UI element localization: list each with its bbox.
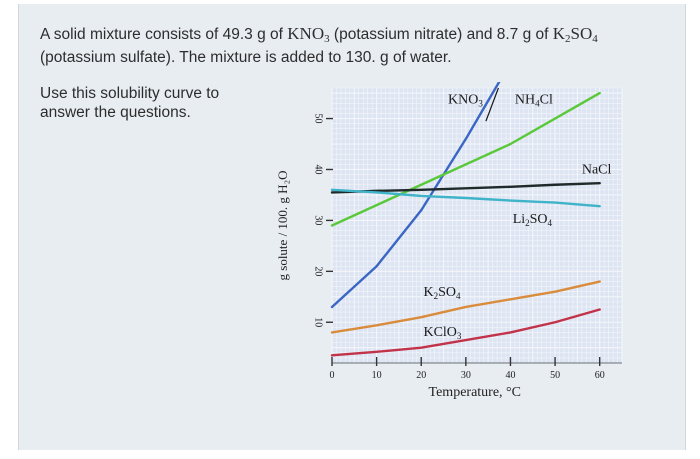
plot-grid xyxy=(331,87,623,364)
k2so4-formula: K2SO4 xyxy=(552,24,598,45)
series-label: Li2SO4 xyxy=(513,212,553,228)
series-label-subscript: 3 xyxy=(478,98,483,108)
series-label-part: NH xyxy=(515,92,535,107)
kno3-formula-subscript: 3 xyxy=(324,33,330,45)
x-axis-label: Temperature, °C xyxy=(429,385,521,400)
series-label-subscript: 2 xyxy=(434,291,439,301)
series-label-part: NaCl xyxy=(582,163,612,178)
y-axis-tick-label: 30 xyxy=(313,215,324,225)
kno3-formula: KNO3 xyxy=(287,24,330,45)
series-label-part: Li xyxy=(513,212,526,227)
solubility-chart: 0 10 20 30 40 50 60 10 20 30 40 50 Temperature, °C g … xyxy=(270,61,640,412)
series-label-part: KNO xyxy=(448,92,478,107)
x-axis-tick-label: 60 xyxy=(595,370,605,381)
series-label: NH4Cl xyxy=(515,92,553,108)
x-axis-tick-label: 10 xyxy=(372,370,382,381)
x-axis-tick-label: 40 xyxy=(505,370,515,381)
x-axis-tick-label: 50 xyxy=(550,370,560,381)
y-axis-tick-label: 40 xyxy=(313,164,324,174)
label-leader-line xyxy=(485,87,499,122)
series-label-subscript: 4 xyxy=(456,291,461,301)
series-label-subscript: 2 xyxy=(525,218,530,228)
kno3-formula-base: KNO xyxy=(287,24,325,43)
question-text-part: (potassium sulfate). The mixture is adde… xyxy=(40,49,452,66)
series-line xyxy=(330,280,601,334)
series-label: K2SO4 xyxy=(423,285,461,301)
series-label: NaCl xyxy=(582,163,612,178)
solubility-chart-svg: 0 10 20 30 40 50 60 10 20 30 40 50 Temperature, °C g … xyxy=(275,61,623,400)
series-label-part: SO xyxy=(438,285,456,300)
instruction-text: Use this solubility curve to answer the … xyxy=(40,85,220,121)
y-axis-tick-label: 20 xyxy=(313,266,324,276)
y-axis-label: g solute / 100. g H₂O xyxy=(275,171,290,281)
series-label: KClO3 xyxy=(423,325,461,341)
series-label: KNO3 xyxy=(448,92,483,108)
series-line xyxy=(330,91,601,227)
k2so4-formula-subscript: 4 xyxy=(592,33,598,45)
k2so4-formula-so: SO xyxy=(570,24,593,43)
series-label-subscript: 4 xyxy=(548,218,553,228)
question-text-part: A solid mixture consists of 49.3 g of xyxy=(40,26,288,43)
x-axis-tick-label: 20 xyxy=(416,370,426,381)
x-axis-tick-label: 30 xyxy=(461,370,471,381)
x-axis-tick-label: 0 xyxy=(330,370,335,381)
series-label-part: K xyxy=(423,285,433,300)
question-text-part: (potassium nitrate) and 8.7 g of xyxy=(329,26,553,43)
series-line xyxy=(330,188,601,208)
series-label-part: SO xyxy=(530,212,548,227)
series-line xyxy=(330,308,601,357)
series-label-subscript: 4 xyxy=(535,98,540,108)
y-axis-tick-label: 10 xyxy=(313,317,324,327)
series-line xyxy=(330,182,601,194)
series-label-part: KClO xyxy=(423,325,456,340)
question-text: A solid mixture consists of 49.3 g of KN… xyxy=(40,22,680,69)
series-line xyxy=(330,61,512,309)
y-axis-tick-label: 50 xyxy=(313,114,324,124)
k2so4-formula-subscript: 2 xyxy=(565,33,571,45)
series-label-part: Cl xyxy=(540,92,553,107)
series-label-subscript: 3 xyxy=(457,331,462,341)
k2so4-formula-k: K xyxy=(552,24,566,43)
